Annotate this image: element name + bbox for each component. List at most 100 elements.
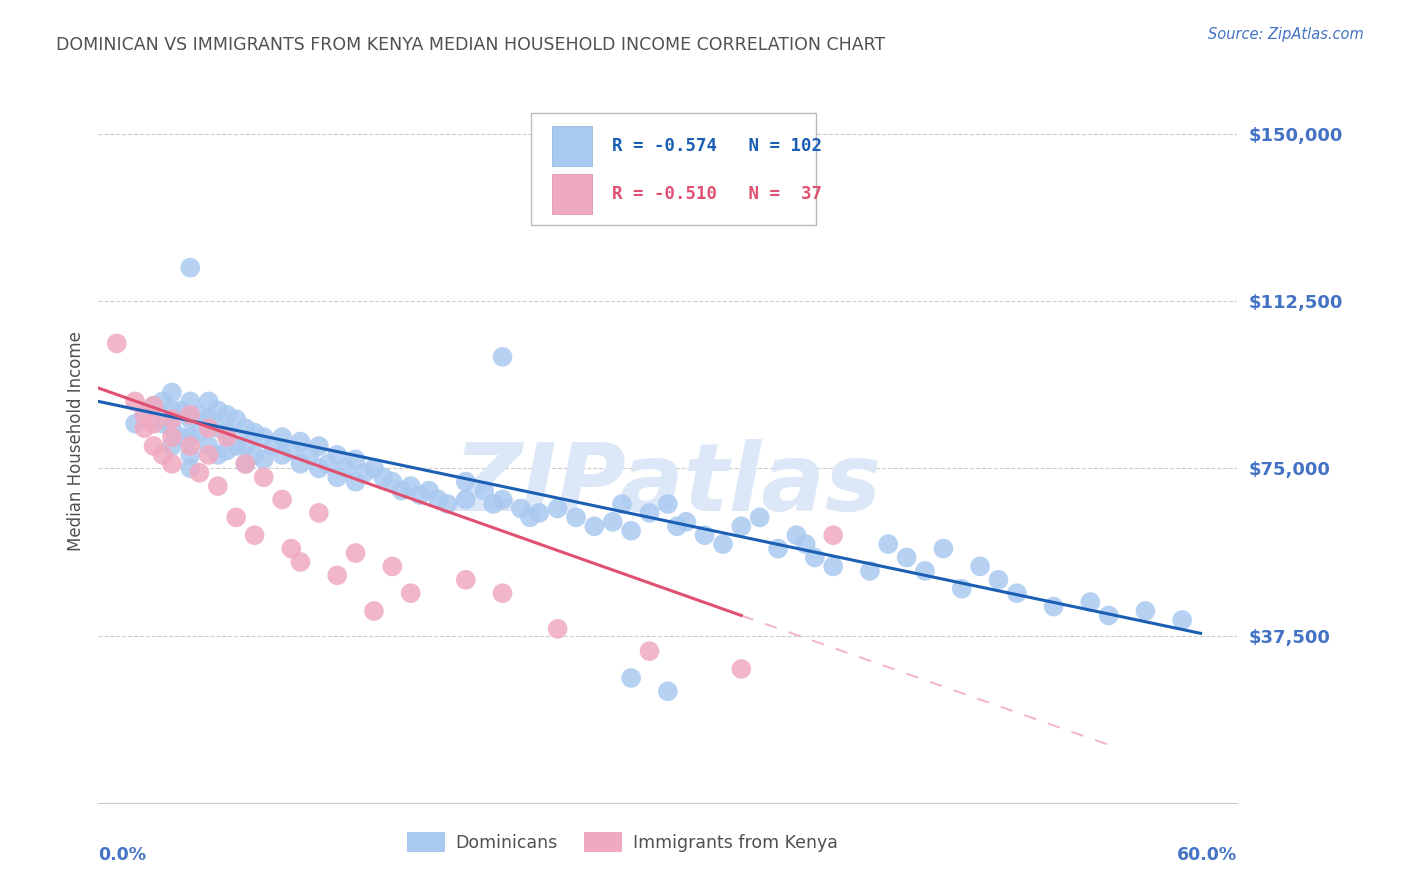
Point (290, 457, 312, 471)
Point (142, 399, 165, 413)
Point (215, 408, 238, 422)
Point (491, 586, 513, 600)
Point (235, 439, 257, 453)
Point (1042, 599, 1064, 614)
Point (308, 439, 330, 453)
Point (932, 541, 955, 556)
Point (675, 515, 697, 529)
Point (602, 515, 624, 529)
Point (335, 461, 357, 475)
Point (454, 573, 477, 587)
Point (207, 403, 229, 417)
Point (179, 461, 201, 475)
Point (363, 604, 385, 618)
Point (160, 385, 183, 400)
Point (326, 470, 349, 484)
Point (235, 421, 257, 435)
Point (1135, 604, 1157, 618)
Point (638, 506, 661, 520)
Point (179, 448, 201, 462)
Point (188, 425, 211, 440)
Point (371, 470, 394, 484)
Point (509, 501, 531, 516)
Point (730, 662, 752, 676)
Text: 60.0%: 60.0% (1177, 847, 1237, 864)
Point (197, 448, 219, 462)
Point (271, 492, 294, 507)
Text: ZIPatlas: ZIPatlas (454, 439, 882, 531)
Point (711, 537, 734, 551)
Point (785, 528, 807, 542)
Text: R = -0.510   N =  37: R = -0.510 N = 37 (612, 186, 823, 203)
Point (179, 430, 201, 444)
Point (253, 430, 276, 444)
Point (823, 559, 845, 574)
Point (142, 439, 165, 453)
Point (436, 497, 458, 511)
Point (179, 260, 201, 275)
Point (326, 568, 349, 582)
Point (620, 524, 643, 538)
Point (124, 394, 146, 409)
Point (105, 336, 128, 351)
Point (308, 506, 330, 520)
Point (381, 559, 404, 574)
Point (134, 408, 156, 422)
Point (152, 448, 174, 462)
Point (877, 537, 900, 551)
Point (859, 564, 882, 578)
Point (152, 417, 174, 431)
Legend: Dominicans, Immigrants from Kenya: Dominicans, Immigrants from Kenya (401, 825, 845, 859)
Point (427, 492, 450, 507)
Point (657, 684, 679, 698)
Point (583, 519, 606, 533)
Point (253, 470, 276, 484)
Point (179, 412, 201, 426)
Point (271, 430, 294, 444)
Point (914, 564, 936, 578)
Point (418, 483, 440, 498)
Point (197, 421, 219, 435)
Point (134, 408, 156, 422)
Point (235, 457, 257, 471)
Point (215, 425, 238, 440)
Point (160, 403, 183, 417)
Point (253, 452, 276, 467)
Point (730, 519, 752, 533)
Point (160, 439, 183, 453)
Point (160, 430, 183, 444)
Point (308, 461, 330, 475)
Point (363, 461, 385, 475)
Point (298, 448, 321, 462)
Point (399, 586, 422, 600)
Text: DOMINICAN VS IMMIGRANTS FROM KENYA MEDIAN HOUSEHOLD INCOME CORRELATION CHART: DOMINICAN VS IMMIGRANTS FROM KENYA MEDIA… (56, 36, 886, 54)
Point (243, 528, 266, 542)
Point (235, 457, 257, 471)
Point (620, 671, 643, 685)
Point (823, 528, 845, 542)
Point (491, 492, 513, 507)
Point (666, 519, 689, 533)
Point (454, 475, 477, 489)
Point (142, 399, 165, 413)
Point (1098, 608, 1121, 623)
Point (693, 528, 716, 542)
Y-axis label: Median Household Income: Median Household Income (66, 332, 84, 551)
Point (290, 555, 312, 569)
Point (170, 430, 193, 444)
Point (491, 350, 513, 364)
Point (454, 492, 477, 507)
Point (179, 408, 201, 422)
Point (804, 550, 827, 565)
Point (280, 443, 302, 458)
Point (657, 497, 679, 511)
Point (1005, 586, 1028, 600)
Point (381, 475, 404, 489)
Point (170, 403, 193, 417)
Point (529, 506, 551, 520)
Point (1171, 613, 1194, 627)
Point (197, 412, 219, 426)
Point (179, 439, 201, 453)
Point (225, 439, 247, 453)
Point (969, 559, 991, 574)
